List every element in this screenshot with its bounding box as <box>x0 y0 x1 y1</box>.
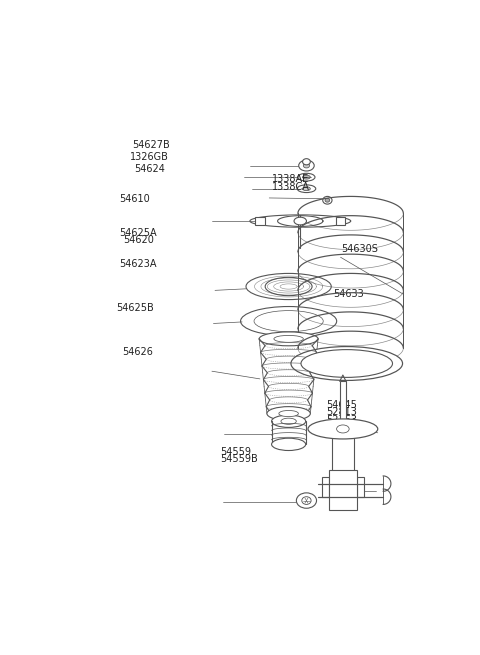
Text: 52763: 52763 <box>326 415 357 425</box>
Text: 54610: 54610 <box>119 194 150 204</box>
Text: 54620: 54620 <box>123 236 154 246</box>
Text: 54623A: 54623A <box>119 259 156 269</box>
Ellipse shape <box>297 185 316 193</box>
Text: 54645: 54645 <box>326 400 357 410</box>
Bar <box>255 217 264 225</box>
Text: 1338AE: 1338AE <box>272 174 309 185</box>
Bar <box>329 470 357 510</box>
Bar <box>340 381 346 425</box>
Bar <box>332 434 354 472</box>
Text: 54625A: 54625A <box>119 228 156 238</box>
Ellipse shape <box>254 310 323 331</box>
Text: 1338CA: 1338CA <box>272 181 310 191</box>
Ellipse shape <box>265 277 312 295</box>
Ellipse shape <box>308 419 378 439</box>
Ellipse shape <box>296 493 316 508</box>
Polygon shape <box>277 215 323 227</box>
Text: 54625B: 54625B <box>117 303 154 312</box>
Ellipse shape <box>267 407 311 421</box>
Polygon shape <box>250 215 350 227</box>
Ellipse shape <box>302 176 311 179</box>
Text: 54633: 54633 <box>334 290 364 299</box>
Text: 54650B: 54650B <box>334 361 371 371</box>
Ellipse shape <box>298 174 315 181</box>
Ellipse shape <box>279 411 299 417</box>
Text: 54630S: 54630S <box>341 244 378 254</box>
Ellipse shape <box>325 198 330 202</box>
Ellipse shape <box>299 160 314 171</box>
Text: 54624: 54624 <box>134 164 165 174</box>
Ellipse shape <box>302 187 311 191</box>
Ellipse shape <box>267 313 310 329</box>
Ellipse shape <box>281 418 296 424</box>
Ellipse shape <box>272 415 306 428</box>
Text: 54627B: 54627B <box>132 140 170 150</box>
Bar <box>336 217 345 225</box>
Text: 52813: 52813 <box>326 407 357 417</box>
Ellipse shape <box>259 332 318 346</box>
Text: 54660: 54660 <box>334 354 364 364</box>
Ellipse shape <box>302 159 311 165</box>
Ellipse shape <box>291 346 403 381</box>
Text: 1326GB: 1326GB <box>130 152 169 162</box>
Ellipse shape <box>294 217 306 225</box>
Ellipse shape <box>301 350 393 377</box>
Ellipse shape <box>336 425 349 433</box>
Ellipse shape <box>302 496 311 504</box>
Ellipse shape <box>246 273 331 299</box>
Ellipse shape <box>303 163 310 168</box>
Ellipse shape <box>274 335 303 343</box>
Ellipse shape <box>323 196 332 204</box>
Text: 54559B: 54559B <box>220 455 258 464</box>
Text: 54626: 54626 <box>122 347 154 357</box>
Ellipse shape <box>240 307 336 336</box>
Bar <box>322 477 329 496</box>
Ellipse shape <box>272 438 306 451</box>
Text: 54559: 54559 <box>220 447 251 457</box>
Bar <box>357 477 364 496</box>
